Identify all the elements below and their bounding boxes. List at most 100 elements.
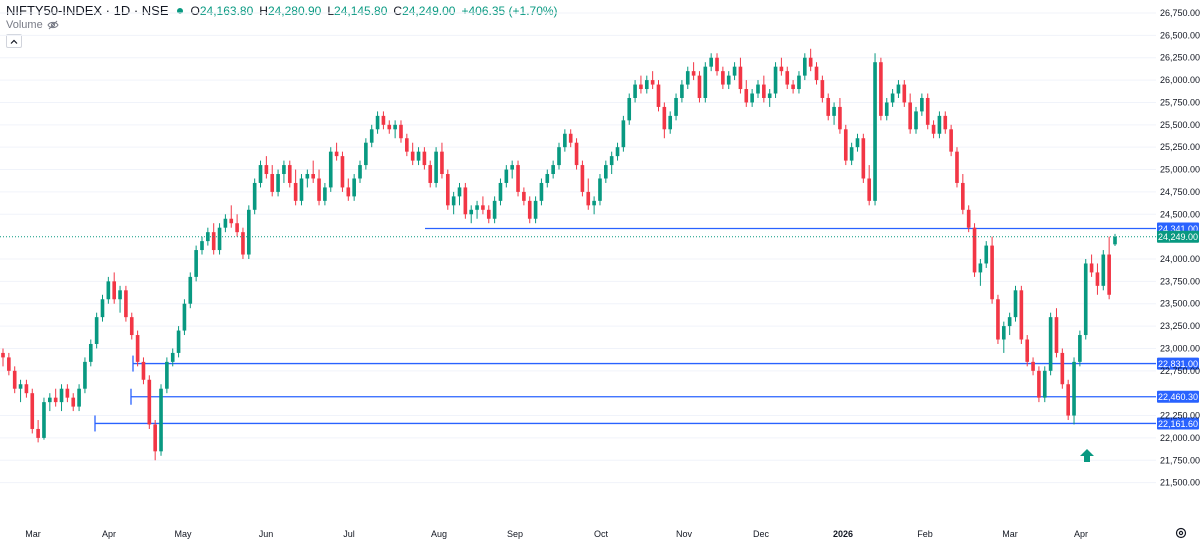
price-axis[interactable]: 26,750.00 26,500.00 26,250.00 26,000.00 25,7… xyxy=(1160,8,1200,488)
candle-body xyxy=(890,93,895,103)
candle-body xyxy=(77,388,81,407)
candle-body xyxy=(802,57,807,76)
candle-body xyxy=(393,124,397,130)
price-change: +406.35 (+1.70%) xyxy=(461,3,558,18)
candle-body xyxy=(691,71,696,76)
candle-body xyxy=(1037,370,1041,398)
candle-body xyxy=(943,115,948,130)
candle-body xyxy=(504,169,509,183)
candle-body xyxy=(609,156,614,166)
candle-body xyxy=(1083,263,1088,336)
y-tick-label: 23,750.00 xyxy=(1160,276,1200,286)
y-tick-label: 23,000.00 xyxy=(1160,343,1200,353)
candle-body xyxy=(287,165,292,183)
candle-body xyxy=(1,352,5,358)
candle-body xyxy=(621,120,626,148)
volume-label: Volume xyxy=(6,19,43,31)
candle-body xyxy=(797,75,801,90)
candle-body xyxy=(88,343,93,362)
candle-body xyxy=(984,245,989,264)
candle-body xyxy=(475,205,479,210)
candle-body xyxy=(282,165,286,175)
candle-body xyxy=(914,111,918,130)
y-tick-label: 25,250.00 xyxy=(1160,142,1200,152)
candle-body xyxy=(94,317,99,344)
candle-body xyxy=(364,142,368,166)
candle-body xyxy=(884,102,889,116)
candle-body xyxy=(1025,339,1030,362)
last-price-tag xyxy=(1157,230,1199,243)
candle-body xyxy=(334,151,339,157)
candle-body xyxy=(118,290,122,300)
candle-body xyxy=(1001,326,1006,340)
candle-body xyxy=(387,124,392,130)
y-tick-label: 22,750.00 xyxy=(1160,366,1200,376)
candle-body xyxy=(756,84,760,94)
y-tick-label: 22,250.00 xyxy=(1160,411,1200,421)
x-tick-label: 2026 xyxy=(833,529,853,539)
candle-body xyxy=(838,106,842,130)
x-tick-label: Apr xyxy=(102,529,116,539)
candle-body xyxy=(369,129,374,143)
candle-body xyxy=(12,370,17,389)
candle-body xyxy=(873,62,877,201)
candle-body xyxy=(1031,361,1035,371)
candle-body xyxy=(715,57,719,72)
candle-body xyxy=(457,187,462,197)
candle-body xyxy=(908,102,912,130)
candle-body xyxy=(726,75,731,85)
x-tick-label: Aug xyxy=(431,529,447,539)
candle-body xyxy=(223,218,228,228)
candle-body xyxy=(814,66,819,81)
y-tick-label: 21,750.00 xyxy=(1160,455,1200,465)
symbol-title[interactable]: NIFTY50-INDEX · 1D · NSE xyxy=(6,3,169,18)
candle-body xyxy=(732,66,737,76)
y-tick-label: 21,500.00 xyxy=(1160,478,1200,488)
collapse-legend-button[interactable] xyxy=(6,34,22,48)
candle-body xyxy=(59,388,64,403)
candle-body xyxy=(826,97,831,116)
level-price-label: 22,161.60 xyxy=(1158,419,1198,429)
time-axis[interactable]: Mar Apr May Jun Jul Aug Sep Oct Nov Dec 2026 Feb Mar… xyxy=(25,527,1187,540)
candle-body xyxy=(510,165,514,170)
candle-body xyxy=(486,209,491,219)
candle-body xyxy=(346,187,351,197)
candle-body xyxy=(211,232,216,251)
last-price-label: 24,249.00 xyxy=(1158,232,1198,242)
candle-body xyxy=(920,97,924,112)
eye-hidden-icon[interactable] xyxy=(47,20,59,30)
candle-body xyxy=(340,156,345,188)
x-tick-label: May xyxy=(174,529,192,539)
candle-body xyxy=(416,151,421,161)
settings-gear-icon[interactable] xyxy=(1175,527,1187,539)
level-price-tag xyxy=(1157,390,1199,403)
candle-body xyxy=(592,200,596,206)
candle-body xyxy=(1072,361,1076,416)
candle-body xyxy=(1089,263,1094,273)
y-tick-label: 24,750.00 xyxy=(1160,187,1200,197)
gear-outer xyxy=(1175,527,1187,539)
candle-body xyxy=(978,263,983,273)
candle-body xyxy=(1101,254,1106,286)
candle-body xyxy=(925,97,930,125)
ohlc-close: C24,249.00 xyxy=(393,3,456,18)
horizontal-levels[interactable]: 24,341.00 22,831.00 22,460.30 22,161.60 xyxy=(94,222,1199,432)
candle-body xyxy=(1048,317,1053,371)
candle-body xyxy=(258,165,263,183)
candle-body xyxy=(527,200,532,219)
candle-body xyxy=(1013,290,1018,318)
candle-body xyxy=(1066,384,1070,416)
candle-body xyxy=(194,250,198,277)
candle-body xyxy=(229,218,234,224)
candle-body xyxy=(399,124,403,139)
candle-body xyxy=(434,151,438,183)
level-price-label: 22,460.30 xyxy=(1158,392,1198,402)
x-tick-label: Oct xyxy=(594,529,609,539)
candle-body xyxy=(861,138,866,179)
candle-body xyxy=(750,93,754,103)
volume-indicator[interactable]: Volume xyxy=(6,19,59,31)
chart-grid xyxy=(0,12,1156,484)
candle-body xyxy=(124,290,128,318)
candle-body xyxy=(451,196,456,206)
